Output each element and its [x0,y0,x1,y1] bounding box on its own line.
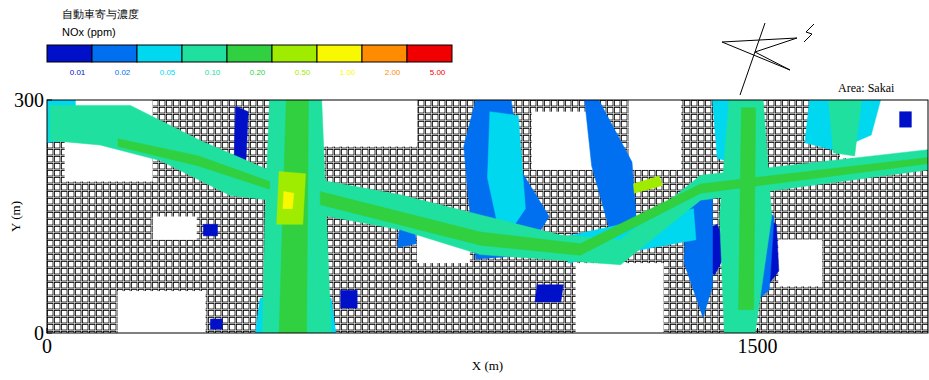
colorbar-swatch [317,45,362,62]
zone [50,105,270,200]
colorbar-swatch [227,45,272,62]
y-tick-label: 0 [34,322,44,344]
x-tick [47,328,48,333]
concentration-zones [47,100,928,333]
area-annotation: Area: Sakai [838,81,895,95]
colorbar-label: 0.05 [160,68,176,77]
zone [720,100,772,333]
background [47,100,928,333]
y-axis-label: Y (m) [8,201,23,232]
zone [118,139,270,190]
zone [277,172,306,225]
colorbar-label: 0.10 [205,68,221,77]
colorbar-swatch [362,45,407,62]
open-space [117,291,205,333]
zone [263,100,332,333]
colorbar-label: 0.50 [295,68,311,77]
buildings [47,100,928,333]
zone [320,158,928,256]
zone [203,224,217,236]
colorbar-title: 自動車寄与濃度 [62,8,139,21]
compass-arrow [722,38,797,70]
y-tick-label: 300 [14,89,44,111]
zone [234,106,248,162]
zone [283,192,294,209]
colorbar-swatch [137,45,182,62]
colorbar-swatch [92,45,137,62]
open-space [576,263,664,333]
colorbar-label: 0.20 [250,68,266,77]
colorbar-swatch [182,45,227,62]
colorbar-label: 5.00 [430,68,446,77]
y-tick [47,333,52,334]
open-space [778,240,822,287]
compass-axis [740,23,765,95]
zone [320,150,928,265]
zone [829,100,862,156]
colorbar-swatch [47,45,92,62]
colorbar-subtitle: NOx (ppm) [62,26,116,38]
colorbar-label: 1.00 [340,68,356,77]
colorbar-label: 0.01 [70,68,86,77]
open-space [628,100,681,170]
colorbar-label: 0.02 [115,68,131,77]
x-tick-label: 1500 [737,335,777,357]
y-tick [47,100,52,101]
zone [739,108,756,310]
x-tick [757,328,758,333]
chart: 015000300X (m)Y (m)自動車寄与濃度NOx (ppm)0.010… [0,0,929,380]
zone [535,285,563,302]
zone [585,100,637,234]
open-space [153,217,197,240]
compass [722,23,814,95]
plot-frame [47,100,928,333]
zone [341,290,358,308]
zone [633,176,662,193]
compass-north [804,24,814,42]
colorbar-swatch [407,45,452,62]
zone [210,319,222,329]
colorbar-swatch [272,45,317,62]
zone [900,112,912,128]
open-space [311,100,417,147]
x-axis-label: X (m) [472,358,503,373]
colorbar-label: 2.00 [385,68,401,77]
